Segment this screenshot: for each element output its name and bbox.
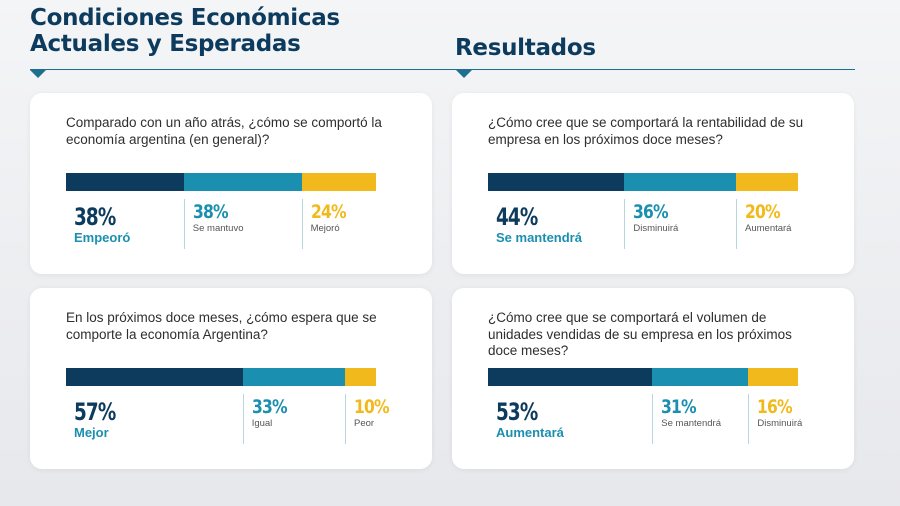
- bar-segment-3: [301, 173, 376, 191]
- stat-tertiary: 20% Aumentará: [736, 199, 798, 249]
- stat-tertiary: 10% Peor: [345, 394, 390, 444]
- survey-card-4: ¿Cómo cree que se comportará el volumen …: [452, 288, 854, 469]
- stat-secondary-label: Igual: [251, 418, 273, 429]
- result-bar: [488, 173, 798, 191]
- stat-secondary-label: Se mantendrá: [661, 418, 721, 429]
- bar-segment-2: [652, 368, 749, 386]
- section-title-line1: Condiciones Económicas: [30, 5, 340, 31]
- stat-primary-label: Mejor: [74, 425, 109, 440]
- stat-primary-pct: 44%: [496, 203, 538, 231]
- stat-tertiary-pct: 20%: [745, 201, 781, 223]
- result-bar: [488, 368, 798, 386]
- bar-segment-1: [66, 368, 243, 386]
- bar-segment-2: [624, 173, 736, 191]
- stat-secondary-label: Disminuirá: [633, 223, 679, 234]
- stat-tertiary-pct: 10%: [354, 396, 390, 418]
- bar-segment-3: [735, 173, 798, 191]
- survey-card-3: En los próximos doce meses, ¿cómo espera…: [30, 288, 432, 469]
- result-bar: [66, 368, 376, 386]
- survey-card-1: Comparado con un año atrás, ¿cómo se com…: [30, 93, 432, 274]
- card-question: ¿Cómo cree que se comportará la rentabil…: [488, 115, 804, 147]
- stat-primary-pct: 53%: [496, 398, 538, 426]
- section-title: Condiciones Económicas Actuales y Espera…: [30, 5, 340, 57]
- stat-primary: 53% Aumentará: [488, 394, 652, 444]
- survey-card-2: ¿Cómo cree que se comportará la rentabil…: [452, 93, 854, 274]
- stat-secondary-pct: 36%: [633, 201, 669, 223]
- stat-primary-label: Empeoró: [74, 230, 131, 245]
- stat-primary: 38% Empeoró: [66, 199, 184, 249]
- left-caret-icon: [30, 70, 46, 78]
- stat-primary-pct: 57%: [74, 398, 116, 426]
- result-stats: 38% Empeoró 38% Se mantuvo 24% Mejoró: [66, 199, 376, 249]
- result-bar: [66, 173, 376, 191]
- stat-tertiary-label: Disminuirá: [757, 418, 803, 429]
- stat-primary: 57% Mejor: [66, 394, 243, 444]
- stat-tertiary-label: Mejoró: [310, 223, 340, 234]
- bar-segment-1: [488, 173, 625, 191]
- card-question: ¿Cómo cree que se comportará el volumen …: [488, 310, 792, 358]
- stat-tertiary: 16% Disminuirá: [748, 394, 803, 444]
- stat-secondary-pct: 38%: [192, 201, 229, 223]
- bar-segment-2: [183, 173, 302, 191]
- header-divider: [30, 69, 855, 70]
- stat-secondary-pct: 33%: [251, 396, 288, 418]
- result-stats: 44% Se mantendrá 36% Disminuirá 20% Aume…: [488, 199, 798, 249]
- stat-primary-label: Aumentará: [496, 425, 564, 440]
- card-question: Comparado con un año atrás, ¿cómo se com…: [66, 115, 382, 147]
- stat-secondary: 38% Se mantuvo: [183, 199, 302, 249]
- result-stats: 57% Mejor 33% Igual 10% Peor: [66, 394, 390, 444]
- right-caret-icon: [456, 70, 472, 78]
- bar-segment-3: [344, 368, 376, 386]
- stat-secondary: 36% Disminuirá: [624, 199, 736, 249]
- stat-secondary-pct: 31%: [661, 396, 697, 418]
- stat-secondary: 33% Igual: [242, 394, 345, 444]
- section-title-line2: Actuales y Esperadas: [30, 31, 301, 57]
- stat-secondary-label: Se mantuvo: [192, 223, 244, 234]
- bar-segment-2: [242, 368, 345, 386]
- stat-tertiary-label: Peor: [354, 418, 375, 429]
- card-question: En los próximos doce meses, ¿cómo espera…: [66, 310, 377, 342]
- results-title: Resultados: [455, 35, 596, 61]
- stat-tertiary-label: Aumentará: [745, 223, 792, 234]
- bar-segment-1: [488, 368, 653, 386]
- bar-segment-1: [66, 173, 184, 191]
- stat-primary: 44% Se mantendrá: [488, 199, 624, 249]
- stat-tertiary: 24% Mejoró: [301, 199, 376, 249]
- stat-tertiary-pct: 24%: [310, 201, 347, 223]
- stat-tertiary-pct: 16%: [757, 396, 793, 418]
- stat-primary-pct: 38%: [74, 203, 116, 231]
- bar-segment-3: [748, 368, 798, 386]
- stat-primary-label: Se mantendrá: [496, 230, 582, 245]
- stat-secondary: 31% Se mantendrá: [652, 394, 748, 444]
- result-stats: 53% Aumentará 31% Se mantendrá 16% Dismi…: [488, 394, 803, 444]
